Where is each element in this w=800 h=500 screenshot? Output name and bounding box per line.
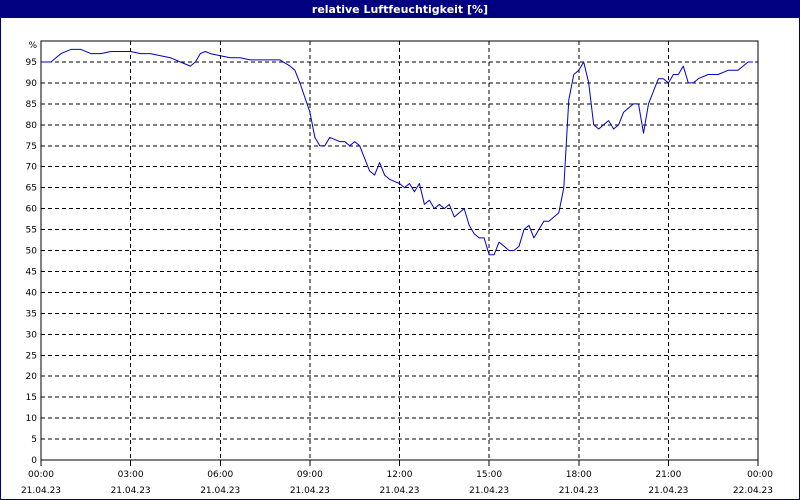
y-tick-label: 25 bbox=[26, 351, 37, 361]
x-tick-time-label: 00:00 bbox=[28, 470, 54, 480]
x-tick-time-label: 09:00 bbox=[297, 470, 323, 480]
y-tick-label: 40 bbox=[26, 288, 38, 298]
y-tick-label: 15 bbox=[26, 393, 37, 403]
y-tick-label: 45 bbox=[26, 267, 37, 277]
x-tick-date-label: 21.04.23 bbox=[290, 486, 330, 496]
x-tick-time-label: 12:00 bbox=[387, 470, 413, 480]
y-tick-label: 95 bbox=[26, 58, 37, 68]
y-tick-label: 30 bbox=[26, 330, 38, 340]
x-tick-time-label: 21:00 bbox=[655, 470, 681, 480]
y-tick-label: 5 bbox=[31, 435, 37, 445]
x-tick-time-label: 03:00 bbox=[118, 470, 144, 480]
y-tick-label: 60 bbox=[26, 205, 38, 215]
x-tick-time-label: 15:00 bbox=[476, 470, 502, 480]
y-tick-label: 0 bbox=[31, 456, 37, 466]
chart-title: relative Luftfeuchtigkeit [%] bbox=[311, 3, 489, 16]
x-tick-date-label: 21.04.23 bbox=[648, 486, 688, 496]
y-tick-label: 75 bbox=[26, 142, 37, 152]
y-unit-label: % bbox=[28, 41, 37, 51]
y-tick-label: 85 bbox=[26, 100, 37, 110]
y-tick-label: 20 bbox=[26, 372, 38, 382]
x-tick-date-label: 21.04.23 bbox=[559, 486, 599, 496]
y-tick-label: 10 bbox=[26, 414, 38, 424]
series-line bbox=[41, 48, 753, 256]
y-tick-label: 70 bbox=[26, 163, 38, 173]
y-tick-label: 35 bbox=[26, 309, 37, 319]
x-tick-time-label: 06:00 bbox=[207, 470, 233, 480]
x-tick-date-label: 21.04.23 bbox=[21, 486, 61, 496]
x-tick-time-label: 00:00 bbox=[747, 470, 773, 480]
x-tick-time-label: 18:00 bbox=[566, 470, 592, 480]
x-tick-date-label: 21.04.23 bbox=[469, 486, 509, 496]
x-tick-date-label: 21.04.23 bbox=[379, 486, 419, 496]
x-tick-date-label: 21.04.23 bbox=[111, 486, 151, 496]
y-tick-label: 80 bbox=[26, 121, 38, 131]
y-tick-label: 50 bbox=[26, 247, 38, 257]
y-tick-label: 55 bbox=[26, 226, 37, 236]
plot-area-frame bbox=[40, 40, 759, 461]
y-tick-label: 65 bbox=[26, 184, 37, 194]
x-tick-date-label: 22.04.23 bbox=[733, 486, 773, 496]
chart-title-bar: relative Luftfeuchtigkeit [%] bbox=[1, 1, 799, 18]
y-tick-label: 90 bbox=[26, 79, 38, 89]
x-tick-date-label: 21.04.23 bbox=[200, 486, 240, 496]
